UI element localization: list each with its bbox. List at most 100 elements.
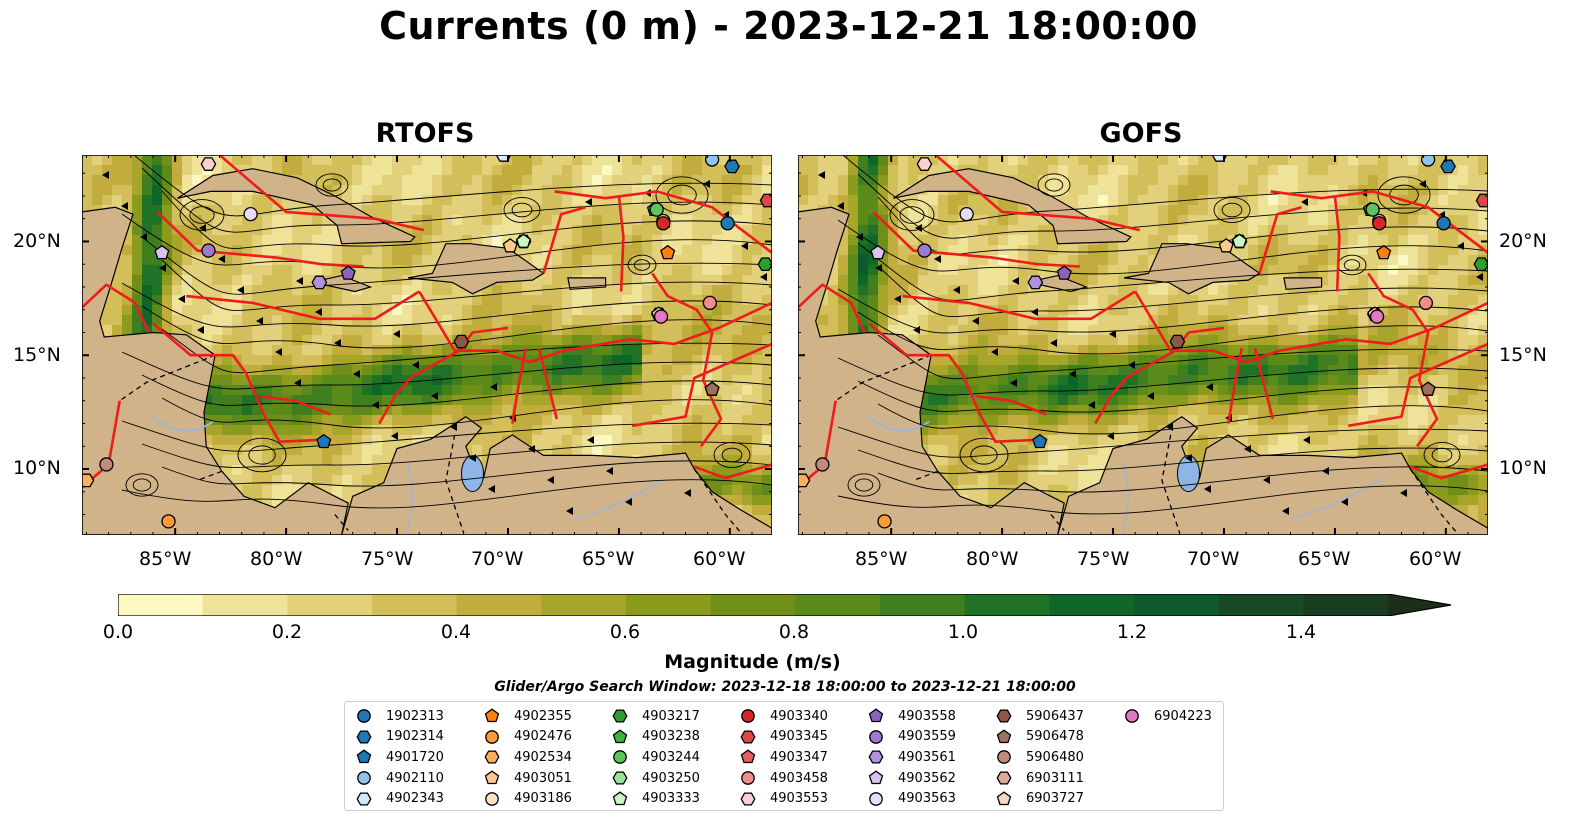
speed-cell — [1028, 215, 1039, 226]
speed-cell — [1288, 215, 1299, 226]
speed-cell — [1288, 315, 1299, 326]
float-marker[interactable] — [649, 202, 664, 217]
float-marker[interactable] — [340, 265, 356, 280]
speed-cell — [888, 165, 899, 176]
speed-cell — [362, 155, 373, 166]
speed-cell — [1048, 485, 1059, 496]
float-marker[interactable] — [200, 157, 217, 171]
speed-cell — [332, 375, 343, 386]
speed-cell — [958, 265, 969, 276]
speed-cell — [502, 305, 513, 316]
float-marker[interactable] — [720, 216, 735, 231]
speed-cell — [948, 395, 959, 406]
speed-cell — [562, 285, 573, 296]
speed-cell — [988, 365, 999, 376]
float-marker[interactable] — [759, 193, 772, 208]
speed-cell — [978, 315, 989, 326]
speed-cell — [1268, 265, 1279, 276]
float-marker[interactable] — [316, 433, 332, 449]
map-panel-rtofs[interactable] — [82, 155, 772, 535]
speed-cell — [202, 425, 213, 436]
speed-cell — [592, 265, 603, 276]
speed-cell — [1308, 445, 1319, 456]
speed-cell — [938, 455, 949, 466]
speed-cell — [978, 295, 989, 306]
speed-cell — [888, 325, 899, 336]
speed-cell — [412, 235, 423, 246]
speed-cell — [372, 455, 383, 466]
speed-cell — [1268, 375, 1279, 386]
speed-cell — [1228, 375, 1239, 386]
float-marker[interactable] — [154, 244, 170, 260]
speed-cell — [152, 325, 163, 336]
speed-cell — [332, 335, 343, 346]
float-marker[interactable] — [515, 233, 532, 248]
speed-cell — [1338, 395, 1349, 406]
float-marker[interactable] — [704, 381, 720, 396]
float-marker[interactable] — [502, 238, 518, 253]
float-marker[interactable] — [99, 457, 114, 472]
speed-cell — [612, 185, 623, 196]
speed-cell — [202, 255, 213, 266]
float-marker[interactable] — [660, 244, 676, 260]
speed-cell — [112, 155, 123, 166]
speed-cell — [1128, 275, 1139, 286]
float-marker[interactable] — [702, 295, 718, 311]
speed-cell — [212, 375, 223, 386]
speed-cell — [1018, 205, 1029, 216]
speed-cell — [432, 175, 443, 186]
float-marker[interactable] — [161, 514, 176, 529]
speed-cell — [968, 285, 979, 296]
speed-cell — [612, 195, 623, 206]
float-marker[interactable] — [653, 309, 669, 324]
speed-cell — [292, 475, 303, 486]
speed-cell — [1318, 385, 1329, 396]
float-marker[interactable] — [82, 473, 95, 488]
float-marker[interactable] — [201, 243, 216, 258]
speed-cell — [948, 325, 959, 336]
speed-cell — [262, 365, 273, 376]
speed-cell — [1068, 295, 1079, 306]
speed-cell — [392, 365, 403, 376]
speed-cell — [1128, 195, 1139, 206]
speed-cell — [702, 225, 713, 236]
float-marker[interactable] — [724, 159, 740, 174]
speed-cell — [592, 355, 603, 366]
speed-cell — [998, 265, 1009, 276]
speed-cell — [692, 275, 703, 286]
speed-cell — [1068, 485, 1079, 496]
speed-cell — [752, 165, 763, 176]
speed-cell — [1238, 345, 1249, 356]
speed-cell — [372, 365, 383, 376]
speed-cell — [988, 345, 999, 356]
speed-cell — [938, 235, 949, 246]
speed-cell — [502, 285, 513, 296]
map-panel-gofs[interactable] — [798, 155, 1488, 535]
speed-cell — [858, 185, 869, 196]
speed-cell — [612, 205, 623, 216]
speed-cell — [192, 165, 203, 176]
speed-cell — [282, 295, 293, 306]
float-marker[interactable] — [704, 155, 720, 167]
speed-cell — [1288, 365, 1299, 376]
speed-cell — [948, 315, 959, 326]
speed-cell — [412, 295, 423, 306]
float-marker[interactable] — [656, 216, 671, 231]
speed-cell — [612, 255, 623, 266]
speed-cell — [838, 175, 849, 186]
float-marker[interactable] — [453, 334, 470, 349]
speed-cell — [342, 335, 353, 346]
speed-cell — [1098, 325, 1109, 336]
speed-cell — [692, 265, 703, 276]
float-marker[interactable] — [243, 207, 258, 222]
speed-cell — [1318, 255, 1329, 266]
float-marker[interactable] — [311, 275, 328, 290]
speed-cell — [712, 455, 723, 466]
speed-cell — [462, 165, 473, 176]
speed-cell — [702, 335, 713, 346]
speed-cell — [742, 485, 753, 496]
speed-cell — [1328, 415, 1339, 426]
speed-cell — [1318, 425, 1329, 436]
float-marker[interactable] — [757, 257, 772, 272]
speed-cell — [82, 195, 93, 206]
